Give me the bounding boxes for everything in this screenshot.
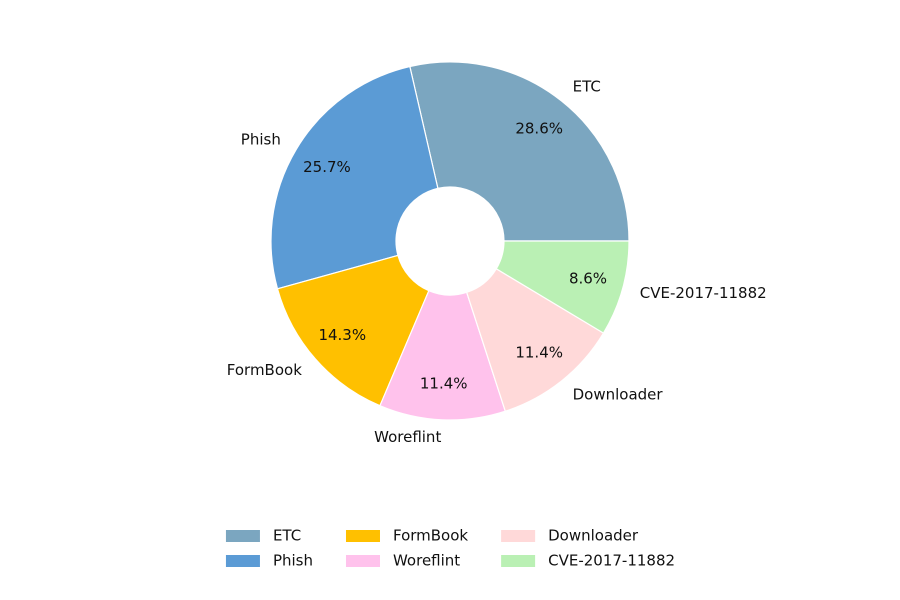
wedge-label: ETC [573,77,601,95]
legend-swatch [225,555,260,567]
wedge [409,61,630,242]
percent-label: 14.3% [318,326,366,344]
percent-label: 8.6% [569,270,607,288]
legend-swatch [501,555,536,567]
wedge [379,289,507,421]
legend-label: FormBook [393,527,468,545]
legend-label: CVE-2017-11882 [548,552,675,570]
legend-label: ETC [273,527,301,545]
percent-label: 11.4% [420,375,468,393]
legend-label: Woreflint [393,552,460,570]
legend-swatch [345,555,380,567]
wedge [465,267,605,412]
legend-swatch [345,530,380,542]
legend-swatch [225,530,260,542]
wedge-label: FormBook [227,361,302,379]
percent-label: 28.6% [515,119,563,137]
wedge [495,240,630,334]
wedge [276,254,430,407]
legend-swatch [501,530,536,542]
wedge-label: CVE-2017-11882 [640,284,767,302]
wedge-label: Woreflint [374,428,441,446]
wedge [270,65,439,290]
wedge-label: Phish [241,131,281,149]
percent-label: 25.7% [303,158,351,176]
wedge-label: Downloader [573,386,664,404]
legend-label: Phish [273,552,313,570]
percent-label: 11.4% [515,344,563,362]
legend-label: Downloader [548,527,639,545]
